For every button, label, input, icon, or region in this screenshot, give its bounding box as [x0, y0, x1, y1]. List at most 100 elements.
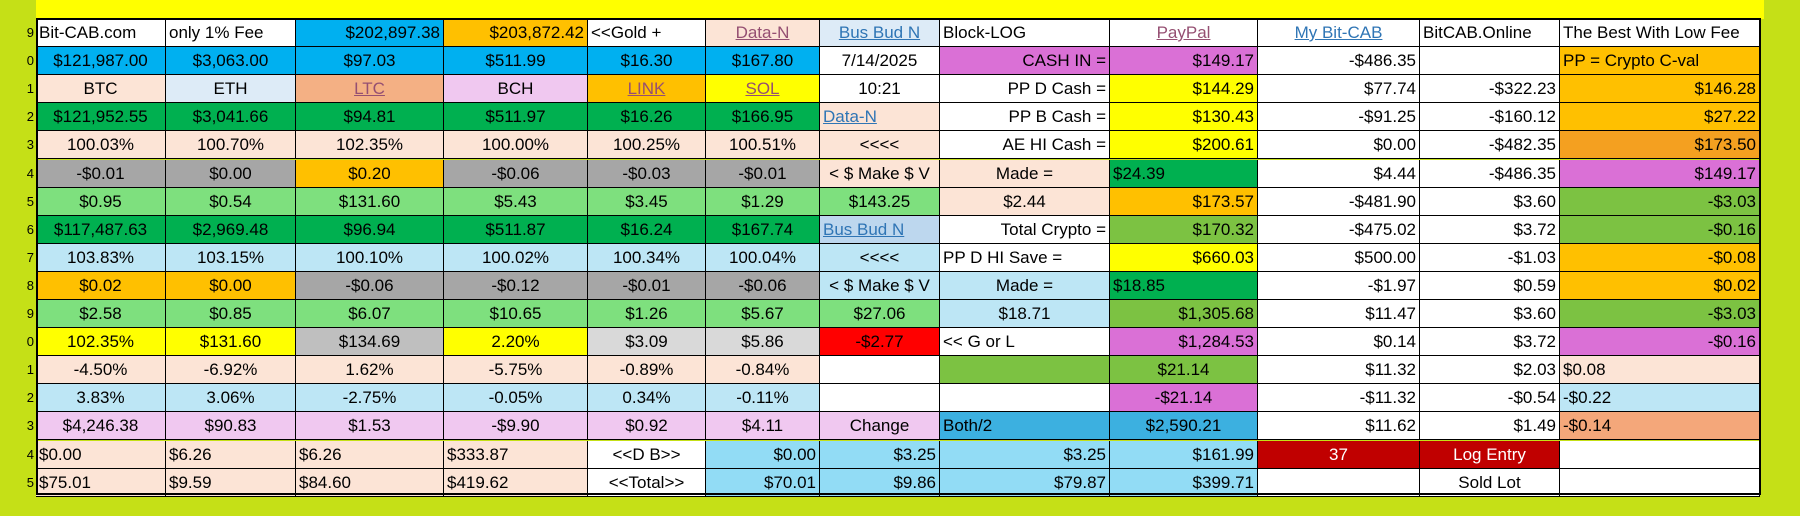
cell[interactable] [1420, 47, 1560, 76]
cell[interactable]: -4.50% [36, 356, 166, 385]
cell[interactable]: -$9.90 [444, 412, 588, 441]
cell[interactable]: $96.94 [296, 215, 444, 244]
cell[interactable]: <<Gold + [588, 19, 706, 48]
cell[interactable]: < $ Make $ V [820, 159, 940, 188]
cell[interactable]: -$0.54 [1420, 384, 1560, 413]
cell[interactable]: $3.45 [588, 187, 706, 216]
cell[interactable]: -$0.08 [1560, 243, 1760, 272]
cell[interactable]: $0.00 [706, 440, 820, 469]
cell[interactable]: ETH [166, 75, 296, 104]
cell[interactable]: Bit-CAB.com [36, 19, 166, 48]
cell[interactable]: $173.50 [1560, 131, 1760, 160]
cell[interactable]: -$486.35 [1258, 47, 1420, 76]
cell[interactable]: $146.28 [1560, 75, 1760, 104]
cell[interactable]: PP = Crypto C-val [1560, 47, 1760, 76]
cell[interactable]: 100.10% [296, 243, 444, 272]
cell[interactable]: $6.07 [296, 300, 444, 329]
cell[interactable]: $3.25 [940, 440, 1110, 469]
cell[interactable]: $131.60 [166, 328, 296, 357]
cell[interactable]: $0.00 [1258, 131, 1420, 160]
cell[interactable]: -5.75% [444, 356, 588, 385]
hyperlink-cell[interactable]: Data-N [706, 19, 820, 48]
cell[interactable]: Log Entry [1420, 440, 1560, 469]
cell[interactable]: $1,284.53 [1110, 328, 1258, 357]
cell[interactable]: $77.74 [1258, 75, 1420, 104]
cell[interactable]: $1.49 [1420, 412, 1560, 441]
cell[interactable]: $4.44 [1258, 159, 1420, 188]
cell[interactable] [940, 356, 1110, 385]
cell[interactable]: -$0.16 [1560, 328, 1760, 357]
cell[interactable]: $3.72 [1420, 215, 1560, 244]
cell[interactable]: PP D HI Save = [940, 243, 1110, 272]
cell[interactable]: $0.85 [166, 300, 296, 329]
cell[interactable]: $4,246.38 [36, 412, 166, 441]
cell[interactable]: Both/2 [940, 412, 1110, 441]
cell[interactable]: 10:21 [820, 75, 940, 104]
cell[interactable]: 102.35% [36, 328, 166, 357]
cell[interactable]: $94.81 [296, 103, 444, 132]
cell[interactable]: $149.17 [1560, 159, 1760, 188]
cell[interactable]: -$0.01 [588, 271, 706, 300]
cell[interactable]: -$1.03 [1420, 243, 1560, 272]
cell[interactable]: $0.92 [588, 412, 706, 441]
cell[interactable]: -$11.32 [1258, 384, 1420, 413]
cell[interactable]: $9.59 [166, 468, 296, 497]
cell[interactable]: 100.51% [706, 131, 820, 160]
cell[interactable]: 3.83% [36, 384, 166, 413]
cell[interactable]: $0.00 [166, 159, 296, 188]
cell[interactable]: $0.59 [1420, 271, 1560, 300]
cell[interactable]: $660.03 [1110, 243, 1258, 272]
cell[interactable]: $3.60 [1420, 187, 1560, 216]
cell[interactable]: 100.70% [166, 131, 296, 160]
cell[interactable]: -2.75% [296, 384, 444, 413]
cell[interactable]: AE HI Cash = [940, 131, 1110, 160]
cell[interactable]: $2.03 [1420, 356, 1560, 385]
cell[interactable]: $75.01 [36, 468, 166, 497]
cell[interactable]: -$0.12 [444, 271, 588, 300]
cell[interactable]: -0.05% [444, 384, 588, 413]
cell[interactable]: $79.87 [940, 468, 1110, 497]
cell[interactable]: -0.11% [706, 384, 820, 413]
hyperlink-cell[interactable]: Data-N [820, 103, 940, 132]
cell[interactable]: $18.71 [940, 300, 1110, 329]
cell[interactable]: $202,897.38 [296, 19, 444, 48]
cell[interactable]: $0.54 [166, 187, 296, 216]
cell[interactable]: $121,987.00 [36, 47, 166, 76]
hyperlink-cell[interactable]: PayPal [1110, 19, 1258, 48]
cell[interactable]: PP B Cash = [940, 103, 1110, 132]
cell[interactable]: -$0.14 [1560, 412, 1760, 441]
cell[interactable]: $3.72 [1420, 328, 1560, 357]
cell[interactable] [820, 384, 940, 413]
cell[interactable]: $0.95 [36, 187, 166, 216]
cell[interactable]: PP D Cash = [940, 75, 1110, 104]
cell[interactable]: $11.32 [1258, 356, 1420, 385]
cell[interactable]: <<<< [820, 131, 940, 160]
cell[interactable]: Sold Lot [1420, 468, 1560, 497]
cell[interactable]: $161.99 [1110, 440, 1258, 469]
cell[interactable]: 1.62% [296, 356, 444, 385]
hyperlink-cell[interactable]: Bus Bud N [820, 215, 940, 244]
cell[interactable] [1560, 440, 1760, 469]
cell[interactable]: $2,590.21 [1110, 412, 1258, 441]
cell[interactable]: 100.03% [36, 131, 166, 160]
cell[interactable]: $2,969.48 [166, 215, 296, 244]
cell[interactable]: The Best With Low Fee [1560, 19, 1760, 48]
cell[interactable]: $27.22 [1560, 103, 1760, 132]
cell[interactable]: CASH IN = [940, 47, 1110, 76]
cell[interactable]: 100.25% [588, 131, 706, 160]
cell[interactable]: -$3.03 [1560, 300, 1760, 329]
cell[interactable]: $6.26 [296, 440, 444, 469]
cell[interactable]: 100.02% [444, 243, 588, 272]
cell[interactable]: $2.58 [36, 300, 166, 329]
cell[interactable]: -$481.90 [1258, 187, 1420, 216]
cell[interactable]: $27.06 [820, 300, 940, 329]
cell[interactable]: -$0.22 [1560, 384, 1760, 413]
cell[interactable]: $399.71 [1110, 468, 1258, 497]
cell[interactable]: $24.39 [1110, 159, 1258, 188]
cell[interactable]: $90.83 [166, 412, 296, 441]
hyperlink-cell[interactable]: LINK [588, 75, 706, 104]
cell[interactable]: $6.26 [166, 440, 296, 469]
cell[interactable]: $0.20 [296, 159, 444, 188]
cell[interactable]: << G or L [940, 328, 1110, 357]
cell[interactable]: $0.00 [166, 271, 296, 300]
